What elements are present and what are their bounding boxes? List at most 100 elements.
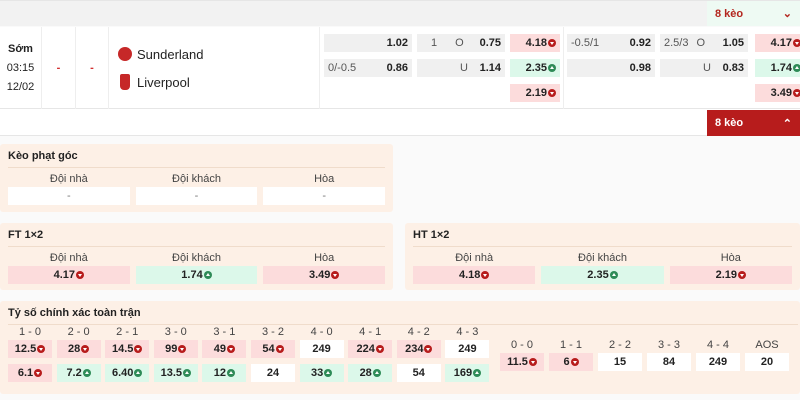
score-odd[interactable]: 6.1: [8, 364, 52, 382]
score-odd[interactable]: 15: [598, 353, 642, 371]
score-odd[interactable]: 169: [445, 364, 490, 382]
ht-handicap-home[interactable]: -0.5/1 0.92: [567, 34, 655, 52]
arrow-up-icon: [183, 369, 191, 378]
ft-over[interactable]: 1 O 0.75: [417, 34, 505, 52]
sunderland-crest-icon: [118, 47, 132, 61]
arrow-down-icon: [481, 271, 490, 280]
ht-1x2-home[interactable]: 4.17: [755, 34, 800, 52]
arrow-down-icon: [34, 369, 43, 378]
away-team[interactable]: Liverpool: [118, 68, 190, 96]
ft-handicap-away[interactable]: 0/-0.5 0.86: [324, 59, 412, 77]
score-column: 2 - 1 14.5 6.40: [105, 324, 150, 382]
score-odd[interactable]: 20: [745, 353, 789, 371]
score-column: 4 - 2 234 54: [396, 324, 441, 382]
arrow-down-icon: [548, 39, 556, 47]
arrow-up-icon: [609, 271, 618, 280]
score-odd[interactable]: 12.5: [8, 340, 52, 358]
score-odd[interactable]: 49: [202, 340, 247, 358]
score-odd[interactable]: 234: [396, 340, 441, 358]
score-odd[interactable]: 33: [299, 364, 344, 382]
arrow-down-icon: [134, 345, 143, 354]
corner-away[interactable]: -: [135, 187, 258, 205]
arrow-up-icon: [82, 369, 91, 378]
ft-1x2-home[interactable]: 4.18: [510, 34, 560, 52]
arrow-down-icon: [81, 345, 90, 354]
ht-under[interactable]: U 0.83: [660, 59, 748, 77]
ht12-odd[interactable]: 2.35: [541, 266, 664, 284]
correct-score-panel: Tỷ số chính xác toàn trận 1 - 0 12.5 6.1 2 …: [0, 301, 800, 394]
corner-home[interactable]: -: [8, 187, 130, 205]
ft-handicap-home[interactable]: 1.02: [324, 34, 412, 52]
score-odd[interactable]: 14.5: [105, 340, 150, 358]
arrow-down-icon: [375, 345, 384, 354]
ht-handicap-away[interactable]: 0.98: [567, 59, 655, 77]
ft-under[interactable]: U 1.14: [417, 59, 505, 77]
ht-over[interactable]: 2.5/3 O 1.05: [660, 34, 748, 52]
arrow-up-icon: [372, 369, 381, 378]
score-column: 3 - 0 99 13.5: [153, 324, 198, 382]
ft12-odd[interactable]: 3.49: [263, 266, 386, 284]
chevron-down-icon: ⌄: [782, 8, 792, 20]
score-odd[interactable]: 7.2: [56, 364, 101, 382]
score-column: 2 - 0 28 7.2: [56, 324, 101, 382]
corner-draw[interactable]: -: [263, 187, 386, 205]
score-odd[interactable]: 13.5: [153, 364, 198, 382]
score-odd[interactable]: 28: [56, 340, 101, 358]
arrow-down-icon: [76, 271, 85, 280]
ft-1x2-away[interactable]: 2.35: [510, 59, 560, 77]
ft12-odd[interactable]: 1.74: [135, 266, 258, 284]
ht-1x2-panel: HT 1×2 Đội nhà 4.18 Đội khách 2.35 Hòa 2.19: [405, 223, 800, 290]
score-column: 4 - 0 249 33: [299, 324, 344, 382]
match-time: Sớm 03:15 12/02: [0, 27, 42, 109]
arrow-up-icon: [548, 64, 556, 72]
score-odd[interactable]: 6.40: [105, 364, 150, 382]
score-column: 4 - 4 249: [696, 337, 740, 371]
arrow-down-icon: [178, 345, 187, 354]
score-odd[interactable]: 249: [696, 353, 740, 371]
ht-1x2-away[interactable]: 1.74: [755, 59, 800, 77]
arrow-up-icon: [324, 369, 333, 378]
arrow-down-icon: [793, 39, 800, 47]
arrow-up-icon: [227, 369, 236, 378]
score-odd[interactable]: 11.5: [500, 353, 544, 371]
score-away: -: [90, 62, 94, 74]
arrow-down-icon: [424, 345, 433, 354]
score-odd[interactable]: 99: [153, 340, 198, 358]
score-column: 1 - 0 12.5 6.1: [8, 324, 52, 382]
score-home: -: [56, 62, 61, 74]
score-column: 2 - 2 15: [598, 337, 642, 371]
arrow-down-icon: [331, 271, 340, 280]
score-odd[interactable]: 224: [348, 340, 393, 358]
score-odd[interactable]: 54: [396, 364, 441, 382]
liverpool-crest-icon: [120, 74, 130, 90]
arrow-down-icon: [528, 358, 537, 367]
arrow-down-icon: [227, 345, 236, 354]
chevron-up-icon: ⌃: [782, 117, 792, 130]
score-column: 4 - 3 249 169: [445, 324, 490, 382]
score-odd[interactable]: 6: [549, 353, 593, 371]
ht12-odd[interactable]: 2.19: [669, 266, 792, 284]
score-odd[interactable]: 28: [348, 364, 393, 382]
score-odd[interactable]: 84: [647, 353, 691, 371]
corner-panel: Kèo phạt góc Đội nhà - Đội khách - Hòa -: [0, 144, 393, 212]
arrow-up-icon: [473, 369, 482, 378]
collapse-odds-button[interactable]: 8 kèo ⌃: [707, 110, 800, 136]
more-odds-button[interactable]: 8 kèo ⌄: [707, 1, 800, 26]
header-bar: [0, 0, 800, 26]
ft-1x2-draw[interactable]: 2.19: [510, 84, 560, 102]
ht12-odd[interactable]: 4.18: [413, 266, 536, 284]
score-odd[interactable]: 54: [251, 340, 295, 358]
ft12-odd[interactable]: 4.17: [8, 266, 130, 284]
arrow-down-icon: [793, 89, 800, 97]
score-column: 3 - 1 49 12: [202, 324, 247, 382]
arrow-down-icon: [548, 89, 556, 97]
score-odd[interactable]: 24: [251, 364, 295, 382]
arrow-down-icon: [275, 345, 284, 354]
score-odd[interactable]: 249: [299, 340, 344, 358]
score-odd[interactable]: 12: [202, 364, 247, 382]
score-column: 3 - 3 84: [647, 337, 691, 371]
home-team[interactable]: Sunderland: [118, 40, 204, 68]
score-odd[interactable]: 249: [445, 340, 490, 358]
ht-1x2-draw[interactable]: 3.49: [755, 84, 800, 102]
